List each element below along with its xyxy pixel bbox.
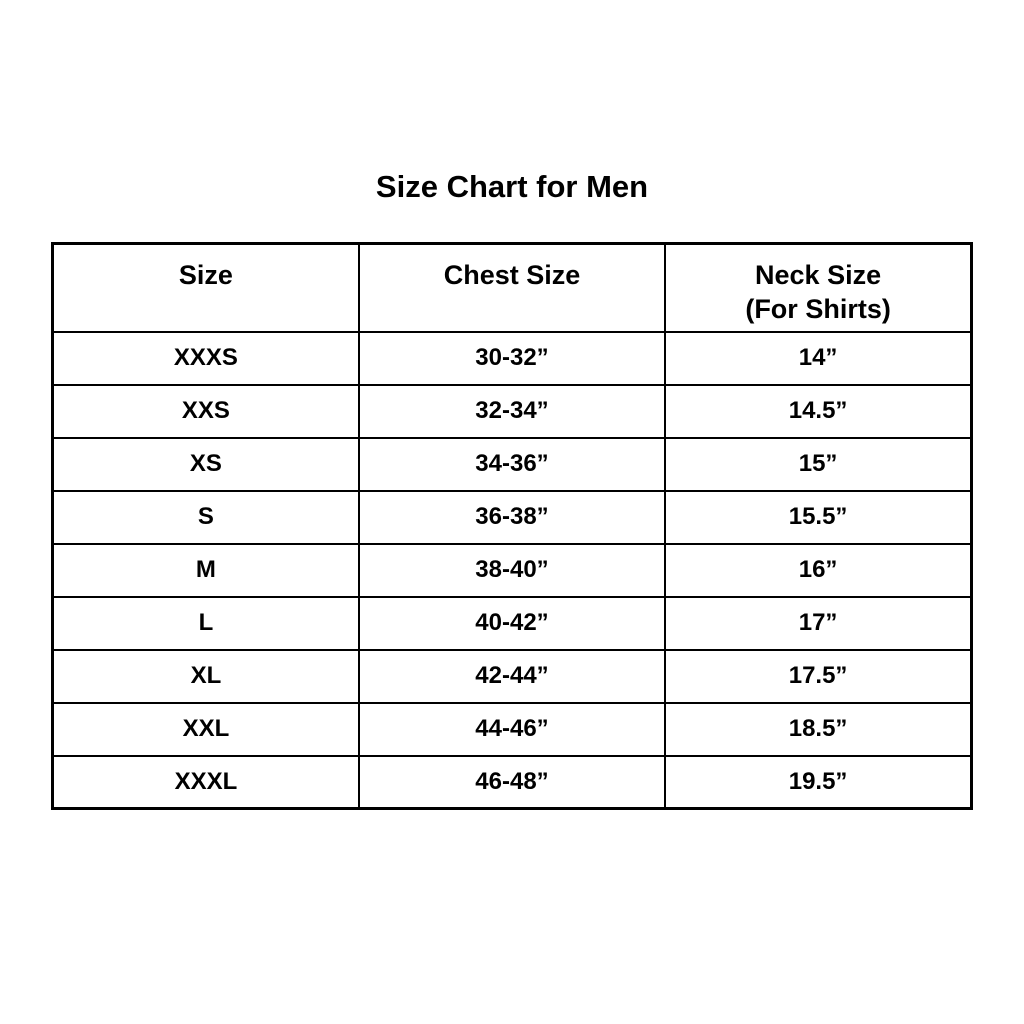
neck-size-cell: 19.5” (664, 754, 973, 810)
neck-size-cell: 14” (664, 330, 973, 386)
table-row: XXL 44-46” 18.5” (51, 701, 973, 757)
table-header: Size Chest Size Neck Size (For Shirts) (51, 242, 973, 333)
neck-size-cell: 15” (664, 436, 973, 492)
table-row: XXS 32-34” 14.5” (51, 383, 973, 439)
chest-size-cell: 32-34” (357, 383, 667, 439)
chest-size-cell: 30-32” (357, 330, 667, 386)
size-cell: XS (51, 436, 360, 492)
table-row: M 38-40” 16” (51, 542, 973, 598)
neck-size-cell: 17” (664, 595, 973, 651)
column-header-chest-size-label: Chest Size (443, 260, 581, 290)
column-header-size: Size (51, 242, 360, 333)
chest-size-cell: 38-40” (357, 542, 667, 598)
neck-size-cell: 16” (664, 542, 973, 598)
neck-size-cell: 14.5” (664, 383, 973, 439)
size-cell: XL (51, 648, 360, 704)
column-header-chest-size: Chest Size (357, 242, 667, 333)
table-row: XS 34-36” 15” (51, 436, 973, 492)
size-cell: L (51, 595, 360, 651)
table-body: XXXS 30-32” 14” XXS 32-34” 14.5” XS 34-36” 15” S 3… (51, 330, 973, 810)
size-cell: XXXL (51, 754, 360, 810)
chest-size-cell: 46-48” (357, 754, 667, 810)
neck-size-cell: 18.5” (664, 701, 973, 757)
chest-size-cell: 40-42” (357, 595, 667, 651)
size-cell: XXL (51, 701, 360, 757)
chest-size-cell: 42-44” (357, 648, 667, 704)
size-cell: M (51, 542, 360, 598)
size-cell: XXXS (51, 330, 360, 386)
table-row: XXXL 46-48” 19.5” (51, 754, 973, 810)
neck-size-cell: 17.5” (664, 648, 973, 704)
column-header-neck-size: Neck Size (For Shirts) (664, 242, 973, 333)
column-header-size-label: Size (178, 260, 233, 290)
column-header-neck-size-sublabel: (For Shirts) (745, 294, 891, 324)
column-header-neck-size-label: Neck Size (755, 260, 882, 290)
size-chart-table: Size Chest Size Neck Size (For Shirts) X… (51, 242, 973, 810)
table-row: L 40-42” 17” (51, 595, 973, 651)
size-cell: XXS (51, 383, 360, 439)
table-row: XL 42-44” 17.5” (51, 648, 973, 704)
size-cell: S (51, 489, 360, 545)
page-title: Size Chart for Men (375, 169, 649, 204)
neck-size-cell: 15.5” (664, 489, 973, 545)
header-row: Size Chest Size Neck Size (For Shirts) (51, 242, 973, 333)
chest-size-cell: 36-38” (357, 489, 667, 545)
table-row: XXXS 30-32” 14” (51, 330, 973, 386)
table-row: S 36-38” 15.5” (51, 489, 973, 545)
chest-size-cell: 34-36” (357, 436, 667, 492)
chest-size-cell: 44-46” (357, 701, 667, 757)
